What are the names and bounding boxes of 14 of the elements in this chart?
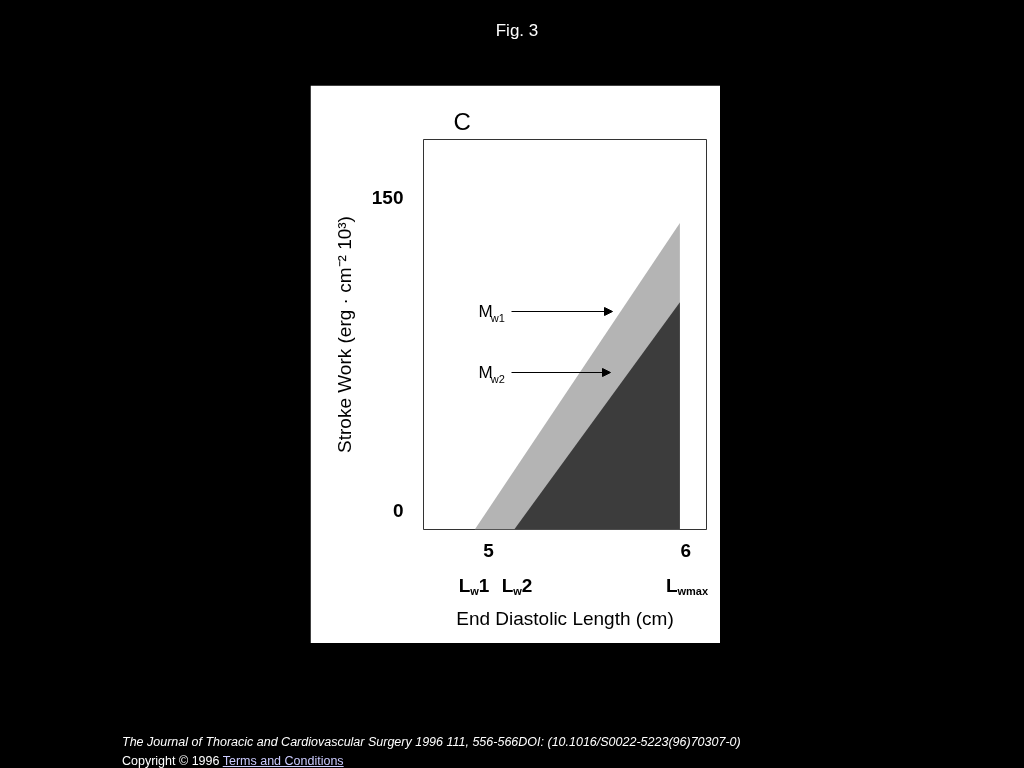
chart-title: Fig. 3 xyxy=(495,20,539,42)
text: L$_{w}$2 xyxy=(501,574,533,599)
text: L$_{w}$1 xyxy=(458,574,490,599)
x-axis-title: End Diastolic Length (cm) xyxy=(456,607,674,629)
x-tick-label: 6 xyxy=(680,539,692,561)
x-tick-label: 5 xyxy=(483,539,495,561)
text: The Journal of Thoracic and Cardiovascular Surgery 1996 111, 556-566DOI: (10.1016/S0022-5223(96)70307-0) xyxy=(122,735,741,749)
y-tick-label: 150 xyxy=(371,187,404,209)
text: Copyright © 1996 xyxy=(122,754,220,768)
text: L$_{wmax}$ xyxy=(665,574,709,599)
text: Terms and Conditions xyxy=(222,754,344,768)
y-axis-title: Stroke Work (erg · cm⁻² 10³) xyxy=(333,216,355,453)
y-tick-label: 0 xyxy=(392,500,404,522)
chart-subtitle: C xyxy=(453,107,471,135)
